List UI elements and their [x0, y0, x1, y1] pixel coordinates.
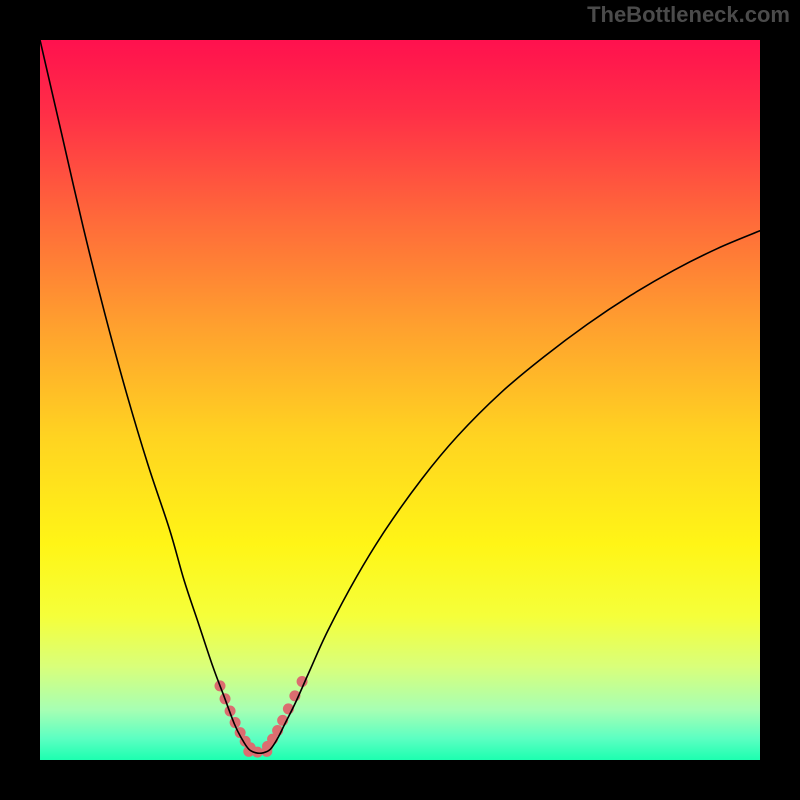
bottleneck-curve [40, 40, 760, 753]
curve-layer [40, 40, 760, 760]
plot-area [40, 40, 760, 760]
chart-frame: TheBottleneck.com [0, 0, 800, 800]
watermark-text: TheBottleneck.com [587, 2, 790, 28]
